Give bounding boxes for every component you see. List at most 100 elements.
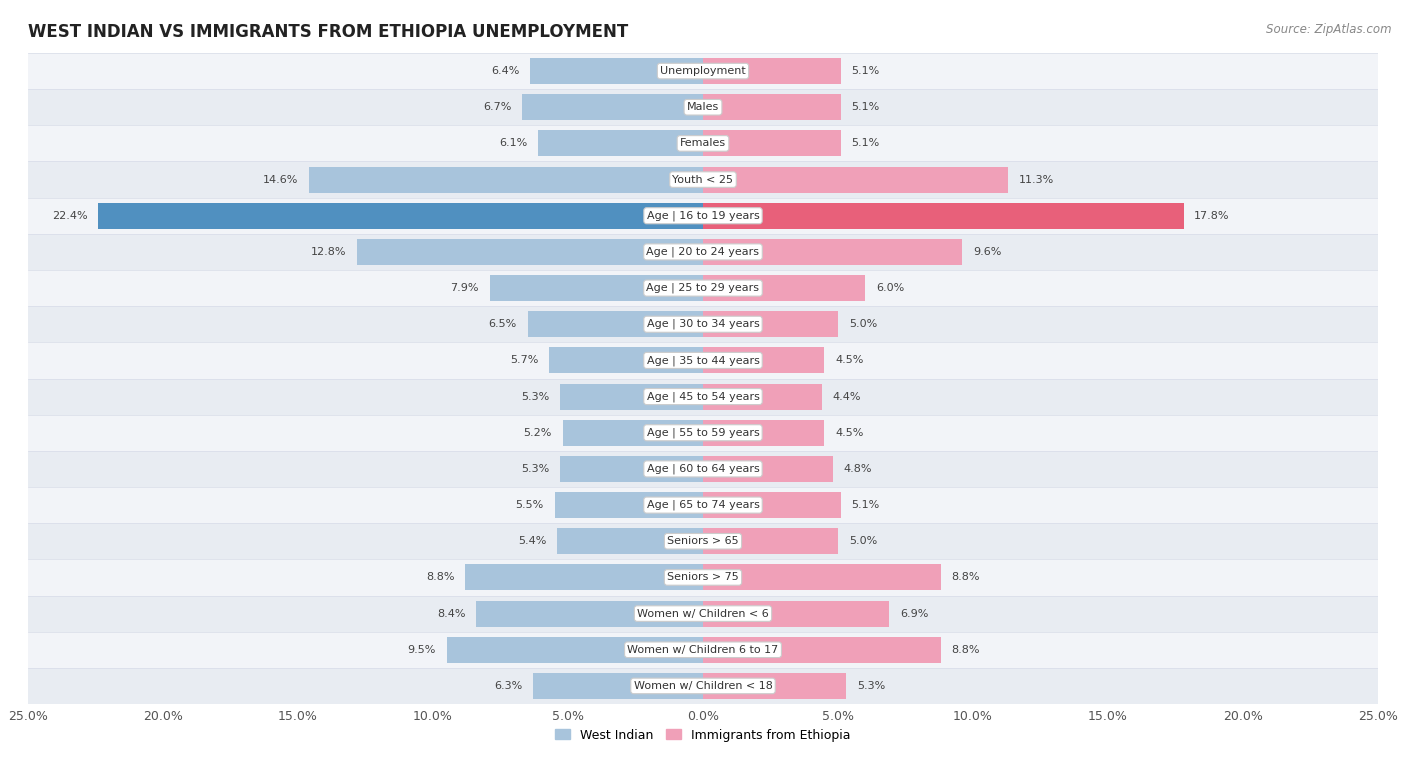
Text: 22.4%: 22.4% [52,210,87,221]
Text: 4.8%: 4.8% [844,464,872,474]
Bar [560,456,703,482]
Bar [28,342,1378,378]
Text: Males: Males [688,102,718,112]
Bar [703,565,941,590]
Bar [28,234,1378,270]
Bar [28,487,1378,523]
Text: 5.4%: 5.4% [517,536,547,547]
Text: 5.0%: 5.0% [849,319,877,329]
Text: 5.5%: 5.5% [516,500,544,510]
Bar [703,203,1184,229]
Text: 9.5%: 9.5% [408,645,436,655]
Text: Age | 16 to 19 years: Age | 16 to 19 years [647,210,759,221]
Text: 5.1%: 5.1% [852,500,880,510]
Text: Women w/ Children < 6: Women w/ Children < 6 [637,609,769,618]
Text: Females: Females [681,139,725,148]
Bar [28,596,1378,631]
Text: 12.8%: 12.8% [311,247,347,257]
Text: 5.3%: 5.3% [520,464,550,474]
Text: 8.8%: 8.8% [426,572,454,582]
Bar [703,673,846,699]
Text: Youth < 25: Youth < 25 [672,175,734,185]
Text: 8.8%: 8.8% [952,572,980,582]
Bar [703,130,841,157]
Bar [447,637,703,663]
Bar [703,275,865,301]
Bar [28,270,1378,306]
Text: Age | 65 to 74 years: Age | 65 to 74 years [647,500,759,510]
Bar [703,456,832,482]
Bar [530,58,703,84]
Text: Source: ZipAtlas.com: Source: ZipAtlas.com [1267,23,1392,36]
Text: 6.5%: 6.5% [488,319,517,329]
Bar [465,565,703,590]
Bar [703,637,941,663]
Text: WEST INDIAN VS IMMIGRANTS FROM ETHIOPIA UNEMPLOYMENT: WEST INDIAN VS IMMIGRANTS FROM ETHIOPIA … [28,23,628,41]
Text: 4.5%: 4.5% [835,356,863,366]
Text: 5.0%: 5.0% [849,536,877,547]
Text: 17.8%: 17.8% [1194,210,1230,221]
Bar [28,378,1378,415]
Text: 7.9%: 7.9% [450,283,479,293]
Bar [28,89,1378,126]
Bar [28,161,1378,198]
Bar [28,306,1378,342]
Bar [28,668,1378,704]
Legend: West Indian, Immigrants from Ethiopia: West Indian, Immigrants from Ethiopia [550,724,856,746]
Bar [560,384,703,410]
Bar [703,58,841,84]
Text: 14.6%: 14.6% [263,175,298,185]
Text: 5.1%: 5.1% [852,66,880,76]
Bar [703,419,824,446]
Text: Seniors > 75: Seniors > 75 [666,572,740,582]
Text: Age | 20 to 24 years: Age | 20 to 24 years [647,247,759,257]
Text: 6.0%: 6.0% [876,283,904,293]
Bar [28,415,1378,451]
Bar [557,528,703,554]
Bar [562,419,703,446]
Text: Women w/ Children < 18: Women w/ Children < 18 [634,681,772,691]
Text: 5.2%: 5.2% [523,428,551,438]
Text: Age | 35 to 44 years: Age | 35 to 44 years [647,355,759,366]
Text: 5.3%: 5.3% [520,391,550,401]
Bar [703,347,824,373]
Bar [28,523,1378,559]
Bar [703,311,838,338]
Text: Seniors > 65: Seniors > 65 [668,536,738,547]
Bar [527,311,703,338]
Bar [703,239,962,265]
Text: Age | 55 to 59 years: Age | 55 to 59 years [647,428,759,438]
Text: 4.4%: 4.4% [832,391,860,401]
Text: 5.3%: 5.3% [856,681,886,691]
Bar [98,203,703,229]
Text: 11.3%: 11.3% [1019,175,1054,185]
Bar [538,130,703,157]
Text: 6.4%: 6.4% [491,66,519,76]
Bar [309,167,703,192]
Bar [357,239,703,265]
Bar [522,94,703,120]
Bar [28,53,1378,89]
Text: 6.1%: 6.1% [499,139,527,148]
Text: 5.7%: 5.7% [510,356,538,366]
Bar [703,94,841,120]
Bar [703,167,1008,192]
Text: 4.5%: 4.5% [835,428,863,438]
Bar [477,600,703,627]
Bar [554,492,703,518]
Bar [28,451,1378,487]
Text: 9.6%: 9.6% [973,247,1001,257]
Bar [28,559,1378,596]
Text: Unemployment: Unemployment [661,66,745,76]
Text: 5.1%: 5.1% [852,139,880,148]
Text: Age | 30 to 34 years: Age | 30 to 34 years [647,319,759,329]
Text: Age | 60 to 64 years: Age | 60 to 64 years [647,464,759,474]
Bar [703,600,889,627]
Bar [703,492,841,518]
Text: Age | 25 to 29 years: Age | 25 to 29 years [647,283,759,293]
Text: 6.3%: 6.3% [494,681,522,691]
Bar [28,631,1378,668]
Text: 5.1%: 5.1% [852,102,880,112]
Bar [703,384,821,410]
Bar [489,275,703,301]
